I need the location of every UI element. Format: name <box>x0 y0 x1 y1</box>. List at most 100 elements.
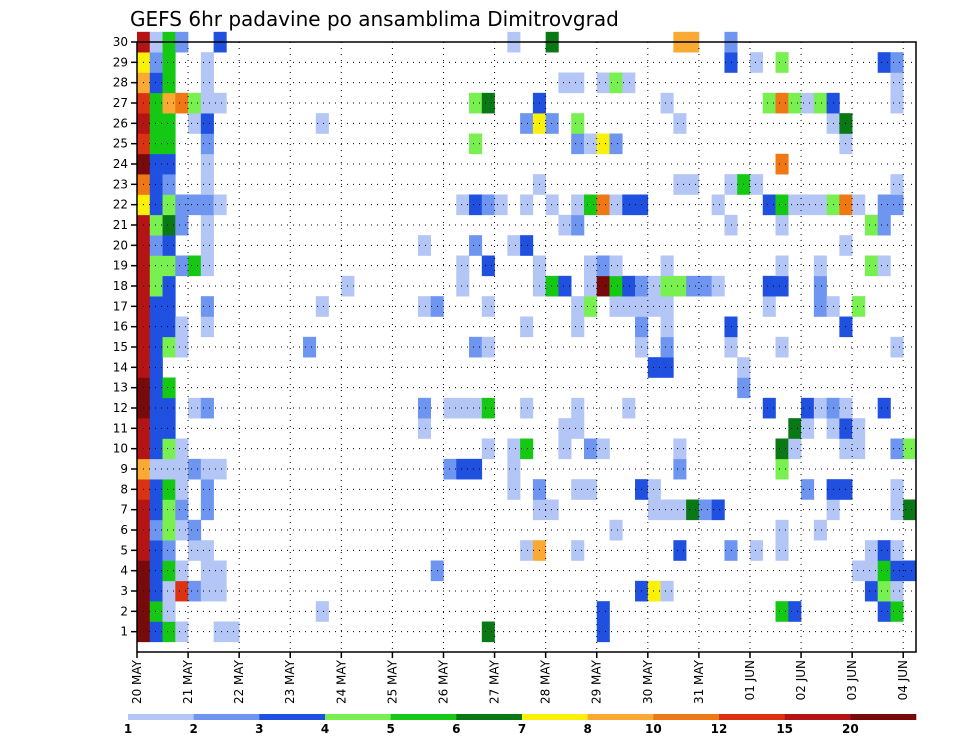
precip-cell <box>890 336 904 358</box>
legend-label: 6 <box>452 722 460 736</box>
precip-cell <box>852 560 866 582</box>
precip-cell <box>571 397 585 419</box>
precip-cell <box>673 499 687 521</box>
precip-cell <box>877 540 891 561</box>
precip-cell <box>507 458 521 480</box>
precip-cell <box>647 580 661 602</box>
precip-cell <box>149 519 163 541</box>
legend-swatch <box>850 714 917 720</box>
precip-cell <box>417 235 432 256</box>
precip-cell <box>162 621 176 643</box>
precip-cell <box>788 92 802 114</box>
precip-cell <box>162 194 176 216</box>
y-tick-label: 29 <box>113 55 128 69</box>
y-tick-label: 28 <box>113 76 128 90</box>
precip-cell <box>890 601 904 622</box>
precip-cell <box>200 235 214 256</box>
y-tick-label: 11 <box>113 421 128 435</box>
precip-cell <box>507 479 521 500</box>
precip-cell <box>162 377 176 399</box>
precip-cell <box>162 397 176 419</box>
precip-cell <box>417 397 432 419</box>
precip-cell <box>188 255 202 277</box>
precip-cell <box>175 214 189 236</box>
precip-cell <box>775 458 789 480</box>
precip-cell <box>852 194 866 216</box>
precip-cell <box>596 275 610 297</box>
legend-label: 15 <box>776 722 793 736</box>
precip-cell <box>315 113 329 134</box>
precip-cell <box>213 621 227 643</box>
precip-cell <box>481 255 495 277</box>
precip-cell <box>673 113 687 134</box>
precip-cell <box>724 52 738 73</box>
y-tick-label: 23 <box>113 177 128 191</box>
precip-cell <box>775 194 789 216</box>
precip-cell <box>660 580 674 602</box>
precip-cell <box>200 560 214 582</box>
precip-cell <box>162 601 176 622</box>
precip-cell <box>609 194 623 216</box>
precip-cell <box>762 275 776 297</box>
y-axis-ticks: 1234567891011121314151617181920212223242… <box>113 35 137 639</box>
precip-cell <box>583 194 598 216</box>
precip-cell <box>775 438 789 460</box>
precip-cell <box>149 72 163 94</box>
y-tick-label: 10 <box>113 442 128 456</box>
legend-label: 7 <box>518 722 526 736</box>
precip-cell <box>149 174 163 195</box>
precip-cell <box>162 336 176 358</box>
precip-cell <box>801 479 815 500</box>
precip-cell <box>456 397 470 419</box>
precip-cell <box>149 580 163 602</box>
precip-cell <box>175 336 189 358</box>
precip-cell <box>775 52 789 73</box>
legend-label: 1 <box>124 722 132 736</box>
y-tick-label: 1 <box>120 625 128 639</box>
precip-cell <box>673 540 687 561</box>
precip-cell <box>801 194 815 216</box>
precip-cell <box>762 296 776 317</box>
precip-cell <box>852 418 866 439</box>
x-tick-label: 29 MAY <box>590 659 604 704</box>
precip-cell <box>149 235 163 256</box>
precip-cell <box>200 580 214 602</box>
precip-cell <box>175 519 189 541</box>
precip-cell <box>762 194 776 216</box>
precip-cell <box>788 194 802 216</box>
x-tick-label: 30 MAY <box>641 659 655 704</box>
precip-cell <box>890 52 904 73</box>
precip-cell <box>903 499 917 521</box>
precip-cell <box>813 519 827 541</box>
precip-cell <box>686 174 700 195</box>
precip-cell <box>583 133 598 155</box>
precip-cell <box>162 418 176 439</box>
precip-cell <box>609 255 623 277</box>
precip-cell <box>149 540 163 561</box>
precip-cell <box>890 479 904 500</box>
precip-cell <box>788 418 802 439</box>
precip-cell <box>162 316 176 338</box>
precip-cell <box>149 153 163 175</box>
y-tick-label: 14 <box>113 360 128 374</box>
precip-cell <box>520 113 534 134</box>
precip-cell <box>520 397 534 419</box>
legend-swatch <box>522 714 588 720</box>
precip-cell <box>188 397 202 419</box>
precip-cell <box>660 316 674 338</box>
precip-cell <box>583 438 598 460</box>
precip-cell <box>775 275 789 297</box>
precip-cell <box>200 296 214 317</box>
precip-cell <box>469 133 483 155</box>
precip-cell <box>149 296 163 317</box>
y-tick-label: 12 <box>113 401 128 415</box>
precip-cell <box>647 296 661 317</box>
precip-cell <box>877 397 891 419</box>
precip-cell <box>788 601 802 622</box>
legend-swatch <box>587 714 654 720</box>
precip-cell <box>162 275 176 297</box>
precip-cell <box>149 458 163 480</box>
precip-cell <box>890 560 904 582</box>
precip-cell <box>890 72 904 94</box>
precip-cell <box>660 255 674 277</box>
